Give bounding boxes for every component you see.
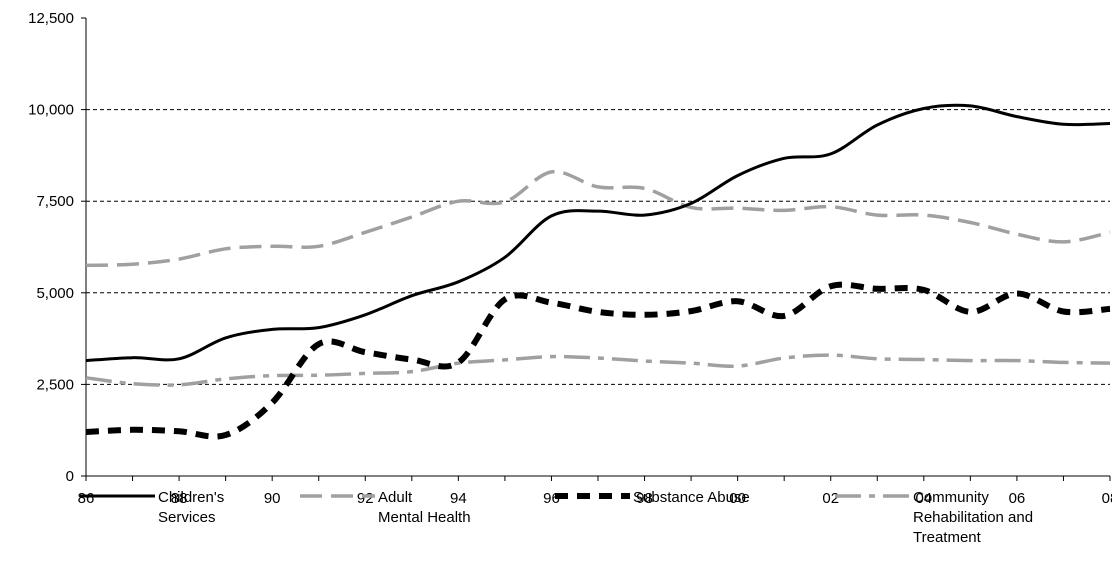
x-tick-label: 88: [171, 490, 188, 507]
legend-label-2: Substance Abuse: [633, 489, 750, 506]
legend-label-0: Children's: [158, 489, 224, 506]
y-tick-label: 0: [66, 468, 74, 485]
legend-label-3: Community: [913, 489, 989, 506]
x-tick-label: 08: [1102, 490, 1112, 507]
legend-label-3: Rehabilitation and: [913, 509, 1033, 526]
legend-label-3: Treatment: [913, 529, 982, 546]
series-line-2: [85, 281, 1111, 440]
x-tick-label: 94: [450, 490, 467, 507]
x-tick-label: 04: [915, 490, 932, 507]
series-line-0: [85, 103, 1111, 363]
gridlines: [86, 109, 1110, 385]
y-tick-label: 5,000: [36, 285, 74, 302]
series-lines: [85, 103, 1111, 440]
legend-label-1: Adult: [378, 489, 413, 506]
y-axis-ticks: 0 2,500 5,000 7,500 10,000 12,500: [28, 10, 86, 485]
y-tick-label: 2,500: [36, 376, 74, 393]
x-tick-label: 02: [822, 490, 839, 507]
y-tick-label: 10,000: [28, 102, 74, 119]
y-tick-label: 7,500: [36, 193, 74, 210]
series-line-3: [85, 353, 1111, 387]
legend-label-1: Mental Health: [378, 509, 471, 526]
x-tick-label: 86: [78, 490, 95, 507]
x-tick-label: 98: [636, 490, 653, 507]
x-axis-ticks: 868890929496980002040608: [78, 476, 1112, 507]
legend: Children's Services Adult Mental Health Subs…: [80, 489, 1033, 546]
x-tick-label: 92: [357, 490, 374, 507]
x-tick-label: 00: [729, 490, 746, 507]
x-tick-label: 90: [264, 490, 281, 507]
legend-label-0: Services: [158, 509, 216, 526]
x-tick-label: 06: [1009, 490, 1026, 507]
series-line-1: [85, 169, 1111, 268]
y-tick-label: 12,500: [28, 10, 74, 27]
